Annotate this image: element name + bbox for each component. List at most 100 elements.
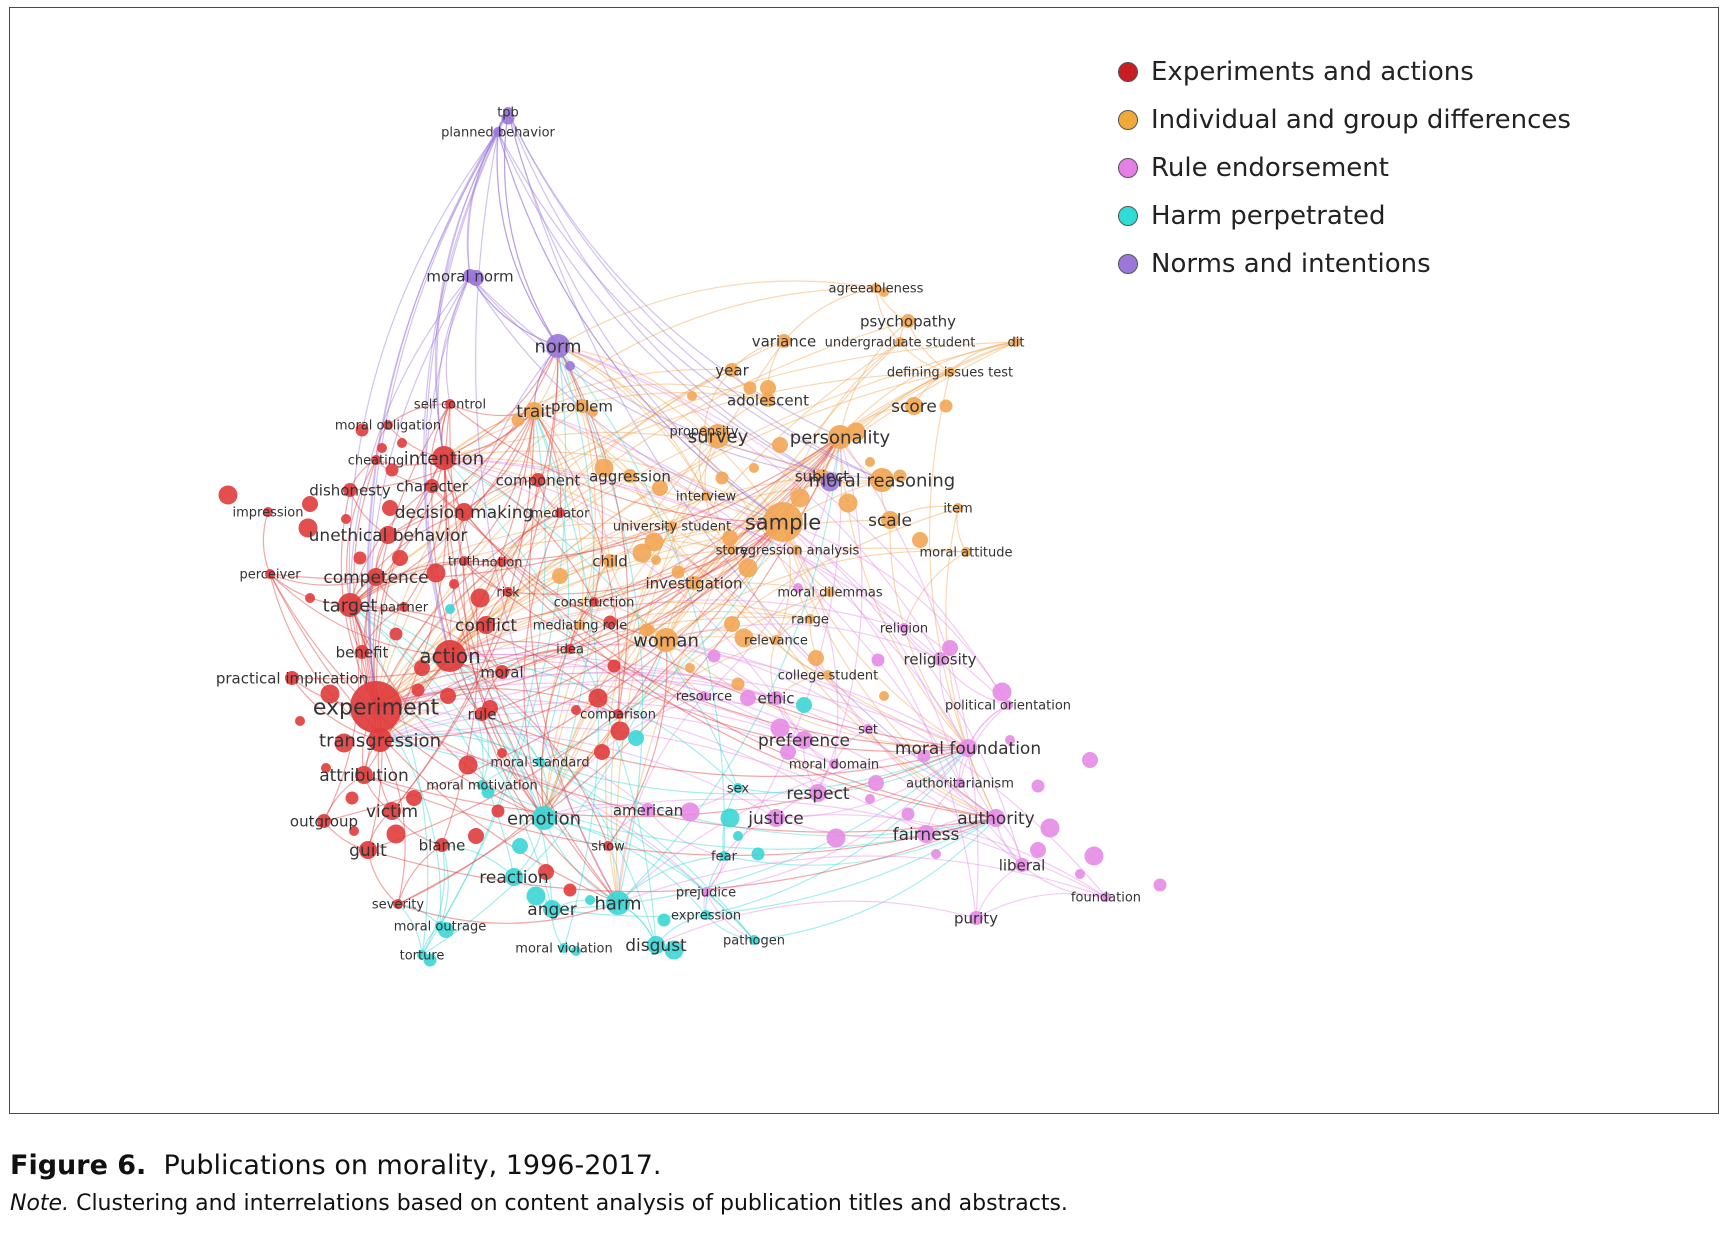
network-node bbox=[320, 684, 340, 704]
network-edge bbox=[533, 410, 621, 715]
node-relevance bbox=[771, 635, 781, 645]
node-preference bbox=[795, 731, 813, 749]
legend-item-norms: Norms and intentions bbox=[1118, 240, 1571, 288]
node-label-moral-obligation: moral obligation bbox=[335, 419, 441, 434]
network-node bbox=[651, 555, 661, 565]
network-edge bbox=[557, 345, 1009, 706]
network-edge bbox=[375, 405, 583, 708]
network-edge bbox=[375, 560, 611, 708]
network-edge bbox=[379, 410, 535, 741]
node-label-authority: authority bbox=[957, 809, 1034, 829]
network-edge bbox=[705, 495, 733, 551]
network-edge bbox=[665, 436, 841, 641]
node-religiosity bbox=[933, 652, 947, 666]
network-node bbox=[652, 480, 668, 496]
node-label-self-control: self control bbox=[414, 398, 486, 413]
network-edge bbox=[349, 604, 515, 878]
network-edge bbox=[269, 573, 451, 657]
network-edge bbox=[731, 549, 997, 819]
node-sex bbox=[733, 783, 743, 793]
network-edge bbox=[665, 436, 841, 641]
node-unethical-behavior bbox=[379, 526, 397, 544]
network-edge bbox=[363, 747, 969, 818]
node-label-moral-domain: moral domain bbox=[789, 758, 879, 773]
network-edge bbox=[443, 392, 769, 459]
node-notion bbox=[497, 557, 507, 567]
network-edge bbox=[375, 698, 819, 794]
network-edge bbox=[503, 111, 559, 347]
node-label-unethical-behavior: unethical behavior bbox=[309, 526, 468, 546]
node-label-intention: intention bbox=[404, 448, 484, 469]
network-edge bbox=[533, 410, 673, 527]
node-sample bbox=[763, 502, 803, 542]
network-edge bbox=[569, 648, 969, 753]
network-node bbox=[770, 718, 790, 738]
network-edge bbox=[469, 275, 823, 477]
network-edge bbox=[737, 747, 969, 795]
network-edge bbox=[375, 706, 755, 941]
node-label-dit: dit bbox=[1008, 336, 1025, 351]
network-edge bbox=[475, 131, 619, 904]
network-edge bbox=[581, 405, 784, 523]
network-node bbox=[707, 649, 721, 663]
network-node bbox=[939, 399, 953, 413]
node-label-subject: subject bbox=[795, 467, 849, 485]
network-node bbox=[871, 653, 885, 667]
node-idea bbox=[565, 644, 575, 654]
network-edge bbox=[497, 131, 883, 481]
node-label-variance: variance bbox=[752, 332, 817, 350]
node-label-victim: victim bbox=[366, 802, 418, 822]
network-edge bbox=[403, 457, 446, 608]
network-edge bbox=[617, 694, 705, 715]
network-node bbox=[468, 828, 484, 844]
network-edge bbox=[269, 573, 619, 904]
network-edge bbox=[496, 131, 559, 347]
node-label-show: show bbox=[591, 840, 625, 855]
network-edge bbox=[665, 479, 883, 641]
node-planned-behavior bbox=[493, 127, 503, 137]
legend: Experiments and actions Individual and g… bbox=[1118, 48, 1571, 288]
node-label-risk: risk bbox=[496, 586, 520, 601]
network-node bbox=[1031, 779, 1045, 793]
node-decision-making bbox=[455, 503, 473, 521]
node-label-moral-foundation: moral foundation bbox=[895, 739, 1041, 759]
note-label: Note. bbox=[10, 1191, 70, 1216]
node-label-character: character bbox=[396, 477, 469, 495]
node-disgust bbox=[647, 936, 665, 954]
network-edge bbox=[443, 457, 941, 660]
network-edge bbox=[543, 817, 755, 941]
network-edge bbox=[379, 726, 927, 835]
network-node bbox=[1153, 878, 1167, 892]
node-label-benefit: benefit bbox=[336, 643, 389, 661]
node-label-item: item bbox=[943, 502, 972, 517]
network-edge bbox=[533, 410, 961, 784]
network-edge bbox=[809, 618, 829, 676]
node-label-moral-motivation: moral motivation bbox=[426, 779, 538, 794]
node-label-attribution: attribution bbox=[319, 766, 409, 786]
figure-caption: Figure 6. Publications on morality, 1996… bbox=[10, 1150, 1068, 1216]
network-node bbox=[715, 471, 729, 485]
node-experiment bbox=[350, 681, 402, 733]
node-label-component: component bbox=[496, 471, 581, 489]
node-investigation bbox=[687, 576, 701, 590]
network-node bbox=[760, 380, 776, 396]
network-node bbox=[644, 532, 664, 552]
network-edge bbox=[437, 275, 471, 459]
node-trait bbox=[525, 402, 543, 420]
network-node bbox=[440, 688, 456, 704]
node-label-university-student: university student bbox=[613, 520, 731, 535]
network-edge bbox=[375, 610, 811, 708]
node-justice bbox=[767, 809, 785, 827]
node-label-personality: personality bbox=[790, 427, 891, 448]
figure-frame: tpb planned behavior moral norm norm agreeab… bbox=[9, 7, 1719, 1114]
network-edge bbox=[463, 436, 841, 562]
network-edge bbox=[507, 111, 784, 523]
network-edge bbox=[782, 521, 1009, 706]
network-node bbox=[733, 831, 743, 841]
network-edge bbox=[507, 111, 883, 481]
node-adolescent bbox=[761, 393, 775, 407]
network-edge bbox=[827, 674, 997, 819]
network-edge bbox=[372, 403, 451, 708]
node-label-moral-violation: moral violation bbox=[515, 942, 612, 957]
network-edge bbox=[485, 436, 841, 626]
